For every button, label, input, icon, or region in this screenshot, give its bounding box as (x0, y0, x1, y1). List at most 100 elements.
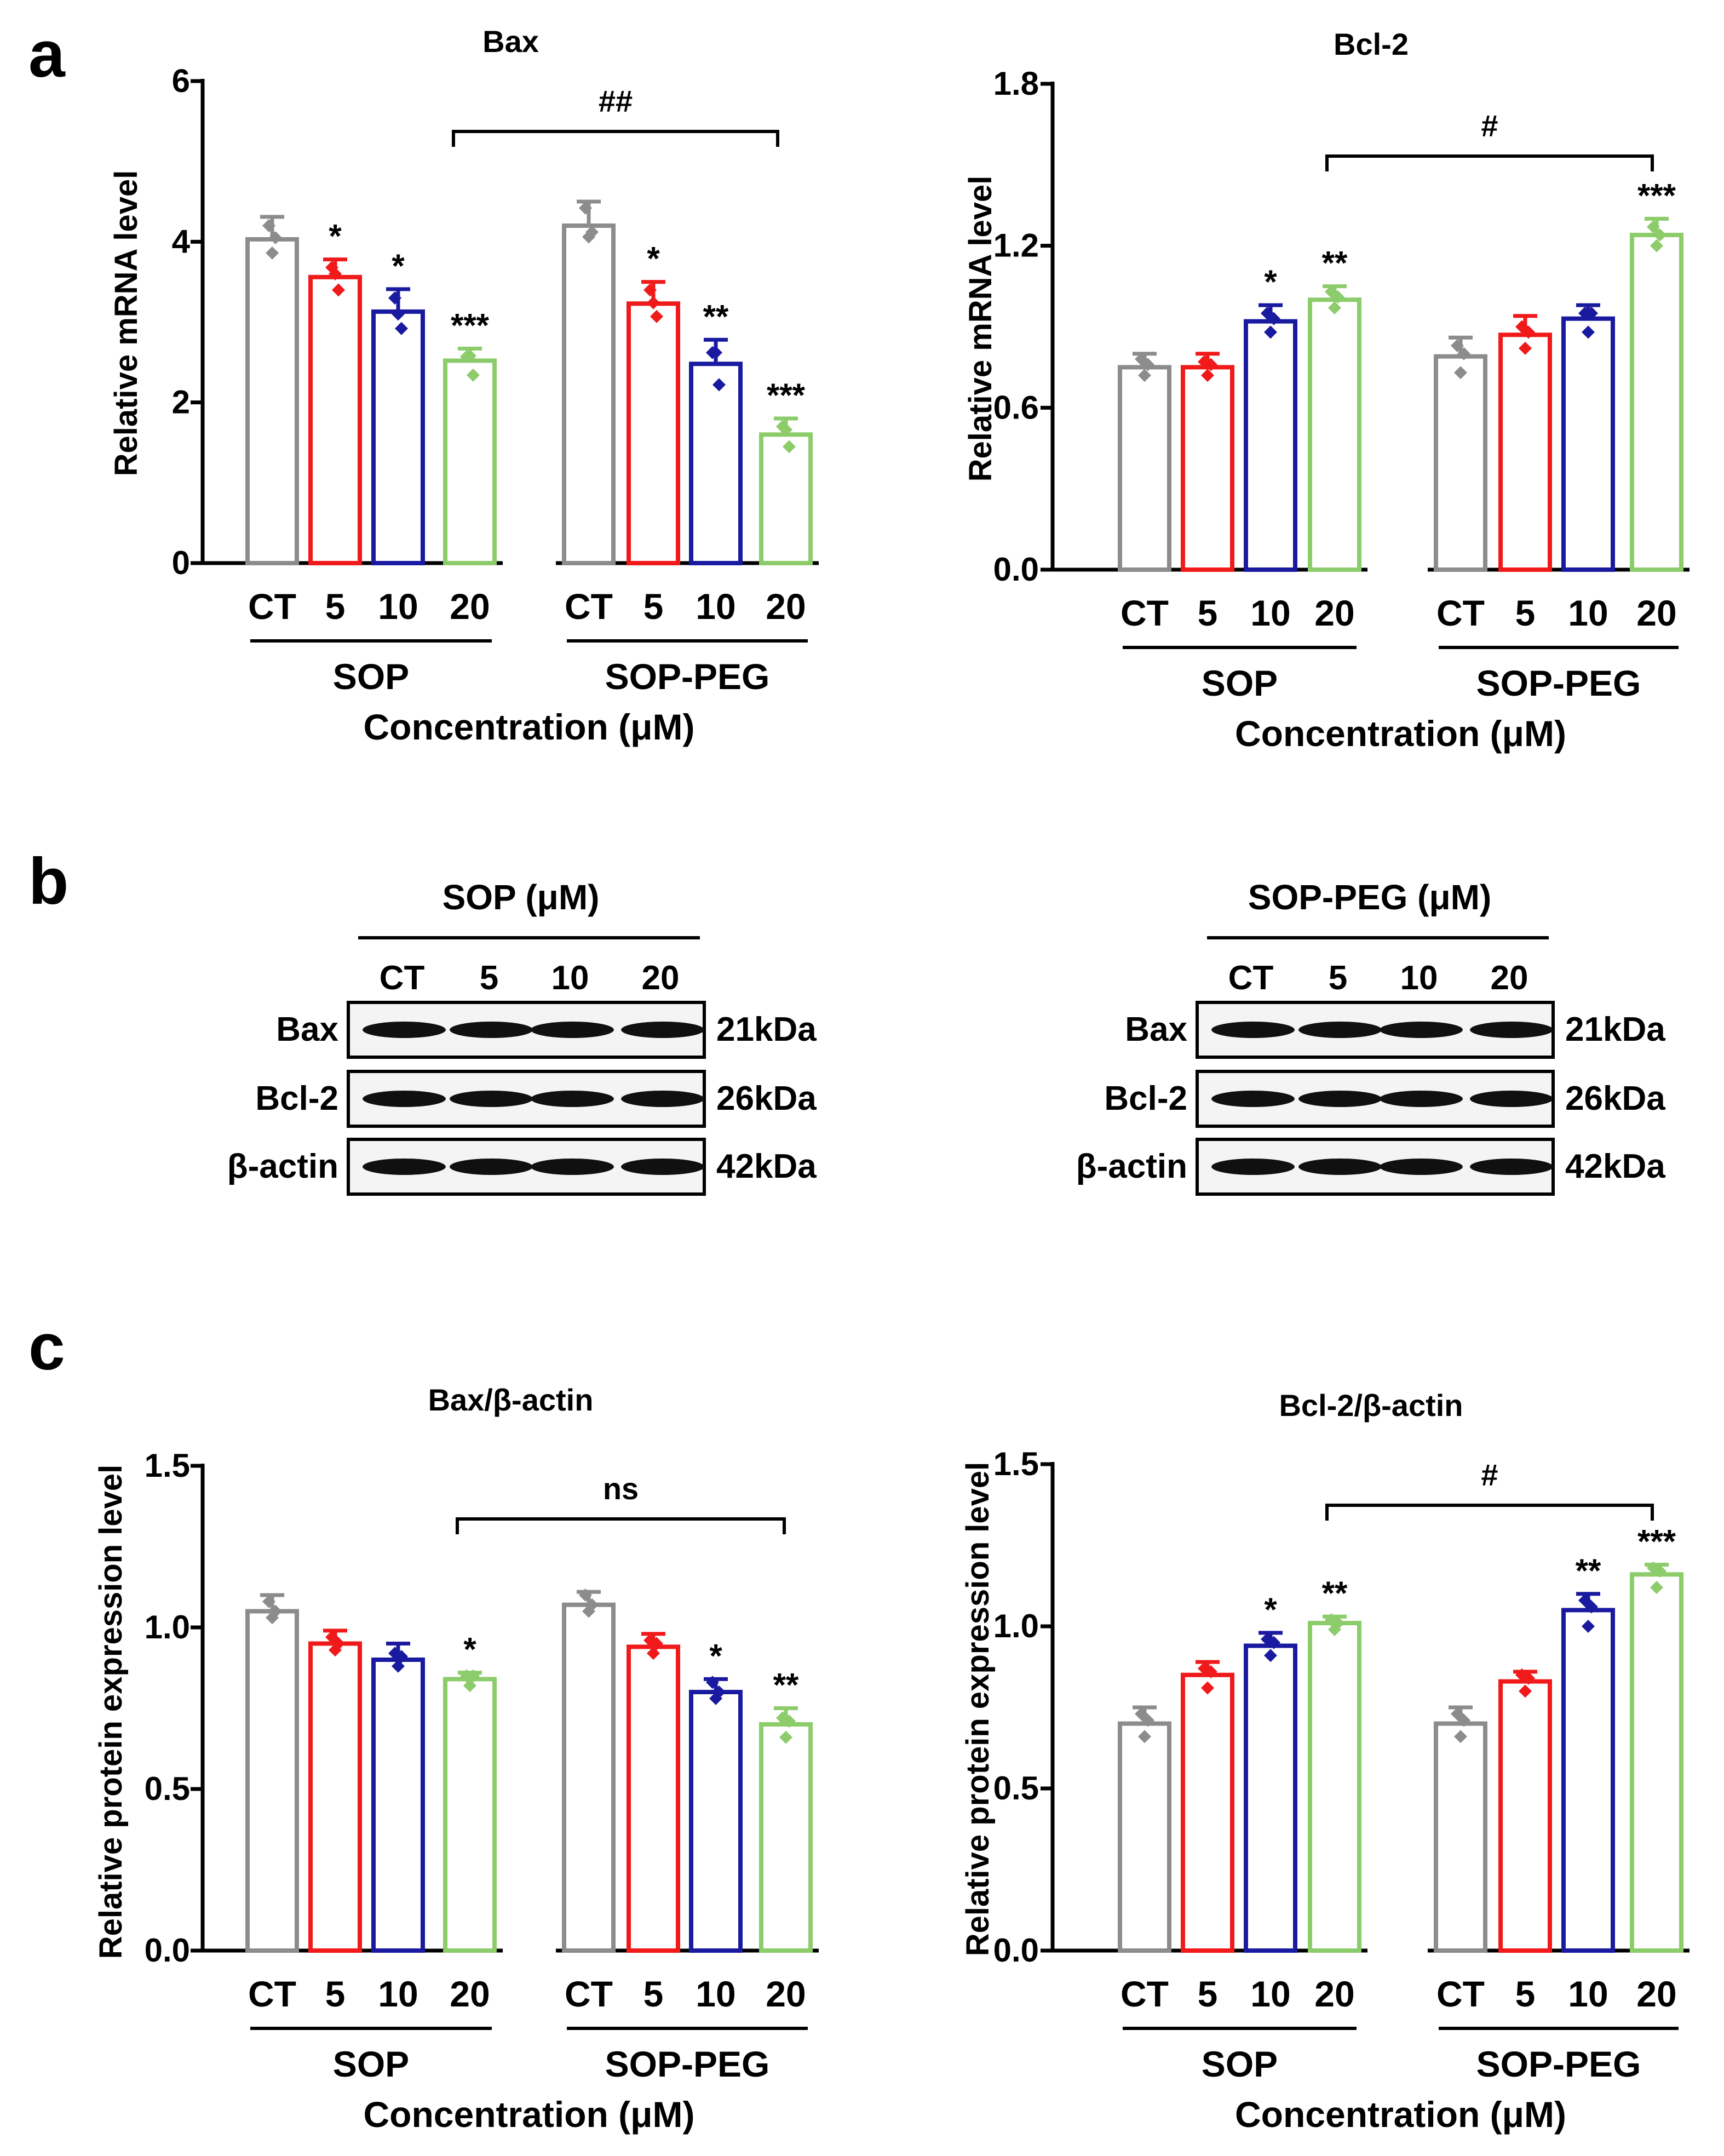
protein-band (531, 1022, 614, 1038)
data-point (1647, 220, 1660, 234)
significance-mark: *** (1637, 1523, 1676, 1560)
data-point (1519, 1684, 1532, 1698)
data-point (1451, 1707, 1464, 1721)
sop-peg-western-blot: SOP-PEG (μM) CT 5 10 20 Bax 21kDa Bcl-2 26kDa β-a… (1076, 878, 1665, 1196)
protein-label: Bcl-2 (1104, 1080, 1187, 1117)
x-tick-label: 10 (378, 586, 418, 627)
chart-title: Bax (482, 24, 539, 59)
data-point (712, 378, 726, 392)
y-tick-label: 1.0 (145, 1609, 190, 1645)
group-label: SOP (333, 656, 409, 697)
protein-label: β-actin (227, 1148, 338, 1185)
bar-SOP-PEG-10 (689, 1690, 743, 1953)
data-point (579, 1589, 592, 1602)
protein-band (1298, 1159, 1382, 1175)
significance-mark: *** (767, 377, 806, 414)
data-point (1204, 358, 1217, 371)
data-point (1522, 1671, 1535, 1685)
protein-band (450, 1022, 533, 1038)
protein-band (363, 1159, 446, 1175)
data-point (650, 309, 663, 323)
chart-title: Bcl-2 (1334, 27, 1409, 61)
bcl2-mrna-chart: Bcl-2 0.0 0.6 1.2 1.8 Relative mRNA level CT 5 *… (963, 27, 1689, 754)
bar-SOP-PEG-10 (689, 362, 743, 565)
data-point (783, 440, 796, 454)
significance-mark: ** (773, 1667, 799, 1704)
data-point (1585, 1600, 1598, 1614)
x-axis-label: Concentration (μM) (364, 707, 695, 747)
protein-band (1211, 1159, 1295, 1175)
x-tick-label: CT (565, 1974, 613, 2014)
significance-mark: * (329, 218, 342, 255)
bar-SOP-10 (1244, 1643, 1297, 1953)
data-point (463, 349, 476, 363)
group-label: SOP-PEG (605, 656, 770, 697)
panel-letter-a: a (28, 18, 65, 91)
data-point (585, 225, 599, 239)
data-point (332, 1637, 345, 1650)
significance-mark: * (392, 248, 405, 284)
x-tick-label: 5 (1198, 593, 1218, 633)
lane-label: 5 (480, 959, 498, 997)
data-point (1264, 1649, 1277, 1662)
bar-SOP-20 (443, 358, 497, 566)
data-point (647, 1647, 660, 1660)
x-tick-label: 5 (643, 1974, 664, 2014)
x-tick-label: CT (248, 586, 296, 627)
data-point (783, 1715, 796, 1728)
data-point (585, 1598, 599, 1612)
molecular-weight: 21kDa (1565, 1011, 1665, 1048)
y-tick-label: 4 (172, 223, 191, 260)
comparison-bracket (1325, 1504, 1654, 1521)
x-tick-label: CT (1436, 593, 1485, 633)
bar-SOP-PEG-20 (759, 1722, 813, 1953)
data-point (1457, 1713, 1470, 1727)
bax-protein-chart: Bax/β-actin 0.0 0.5 1.0 1.5 Relative protein … (93, 1383, 819, 2135)
bar-SOP-PEG-CT (562, 223, 616, 565)
bar-SOP-PEG-20 (1630, 232, 1683, 572)
y-axis-label: Relative mRNA level (963, 176, 998, 482)
x-tick-label: 10 (1568, 593, 1608, 633)
data-point (647, 296, 660, 309)
bar-SOP-5 (308, 274, 362, 566)
data-point (1331, 1616, 1344, 1630)
data-point (332, 283, 345, 297)
data-point (1582, 325, 1595, 339)
data-point (329, 267, 342, 280)
x-tick-label: 10 (696, 1974, 735, 2014)
molecular-weight: 26kDa (1565, 1080, 1665, 1117)
protein-band (1380, 1022, 1463, 1038)
x-tick-label: 10 (1568, 1974, 1608, 2014)
protein-band (1470, 1091, 1553, 1107)
data-point (1328, 1622, 1341, 1636)
comparison-bracket (1325, 154, 1654, 171)
bar-SOP-20 (1308, 1621, 1361, 1953)
bar-SOP-CT (245, 1609, 299, 1953)
data-point (579, 201, 592, 215)
protein-band (363, 1022, 446, 1038)
bar-SOP-PEG-20 (1630, 1572, 1683, 1953)
x-tick-label: 20 (766, 1974, 806, 2014)
y-tick-label: 0 (172, 544, 190, 581)
bar-SOP-10 (1244, 319, 1297, 572)
y-tick-label: 6 (172, 62, 190, 99)
lane-label: 20 (642, 959, 680, 997)
data-point (1578, 1593, 1591, 1607)
data-point (1141, 1713, 1154, 1727)
protein-band (1211, 1091, 1295, 1107)
protein-band (531, 1091, 614, 1107)
bar-SOP-PEG-5 (1498, 332, 1552, 572)
bar-SOP-PEG-20 (759, 432, 813, 565)
group-label: SOP-PEG (1476, 2044, 1641, 2084)
protein-band (450, 1091, 533, 1107)
protein-band (1380, 1091, 1463, 1107)
bar-SOP-PEG-5 (627, 1644, 680, 1953)
chart-title: Bcl-2/β-actin (1279, 1388, 1463, 1423)
x-tick-label: 5 (1198, 1974, 1218, 2014)
data-point (643, 283, 657, 297)
comparison-bracket (452, 130, 779, 147)
y-tick-label: 0.5 (145, 1770, 190, 1807)
significance-mark: ** (1322, 245, 1348, 282)
data-point (1201, 369, 1214, 382)
